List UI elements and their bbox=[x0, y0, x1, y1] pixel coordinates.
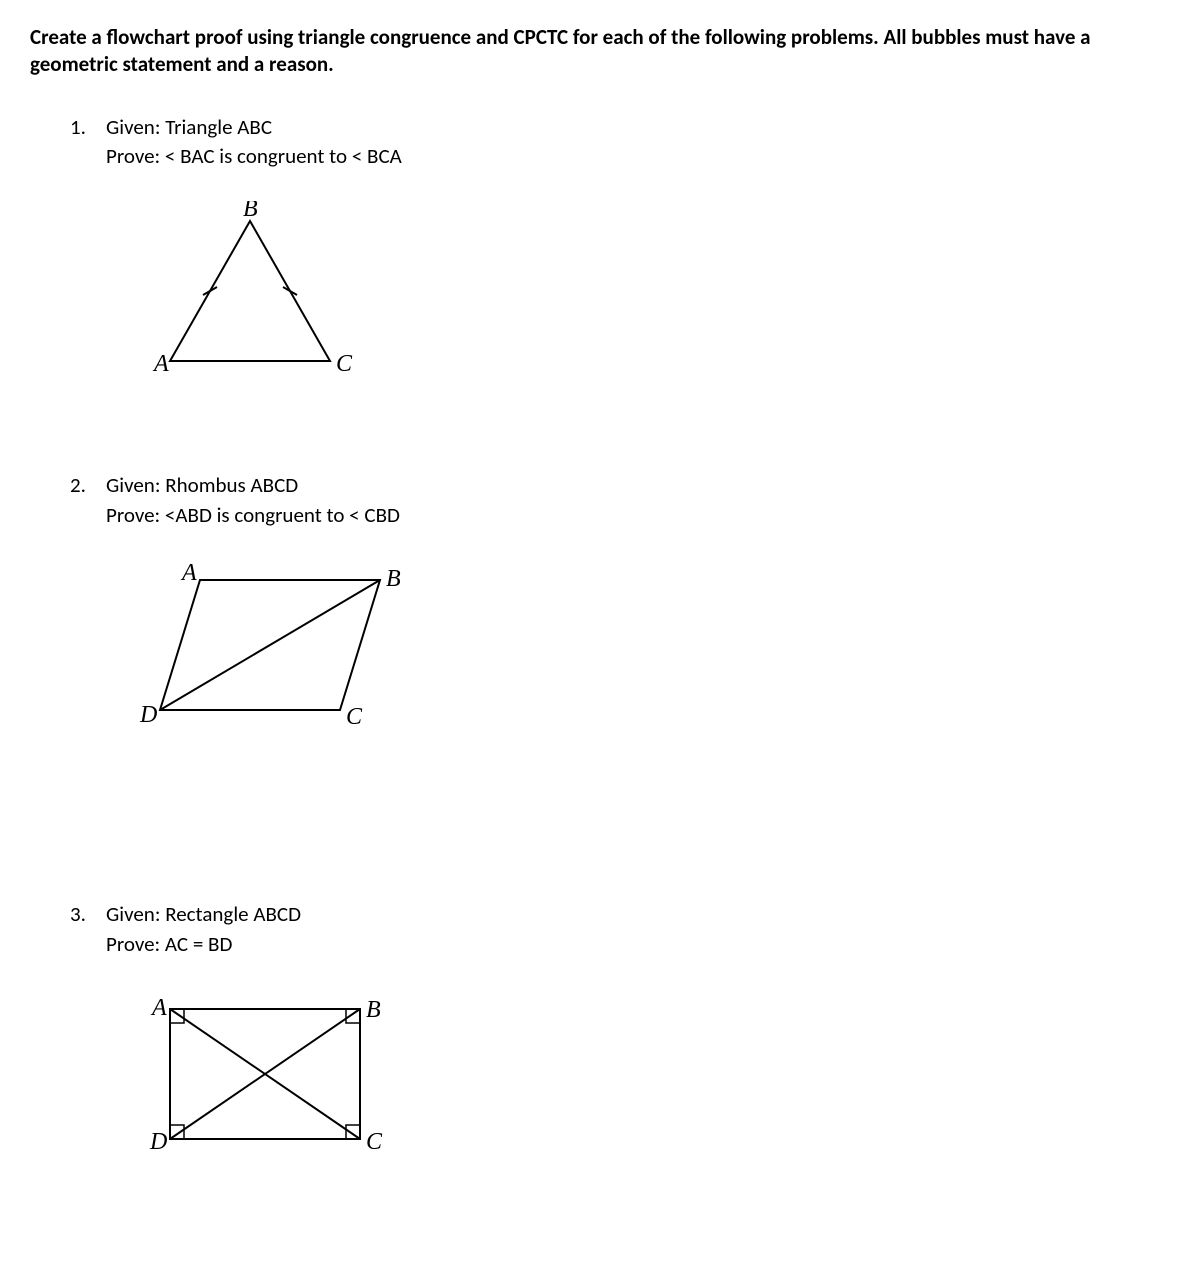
figure-rhombus: A B C D bbox=[130, 560, 1170, 740]
figure-triangle: A B C bbox=[130, 201, 1170, 391]
given-text: Given: Rhombus ABCD bbox=[106, 471, 1170, 500]
problem-number: 2. bbox=[70, 471, 106, 530]
label-D: D bbox=[139, 702, 157, 728]
problem-number: 1. bbox=[70, 113, 106, 172]
problem-2: 2. Given: Rhombus ABCD Prove: <ABD is co… bbox=[70, 471, 1170, 740]
label-B: B bbox=[386, 566, 401, 592]
problem-number: 3. bbox=[70, 900, 106, 959]
label-D: D bbox=[149, 1129, 167, 1155]
label-C: C bbox=[336, 351, 353, 377]
label-B: B bbox=[243, 201, 258, 222]
label-C: C bbox=[346, 704, 363, 730]
label-A: A bbox=[150, 995, 167, 1021]
given-text: Given: Rectangle ABCD bbox=[106, 900, 1170, 929]
prove-text: Prove: AC = BD bbox=[106, 930, 1170, 959]
instructions: Create a flowchart proof using triangle … bbox=[30, 24, 1170, 79]
given-text: Given: Triangle ABC bbox=[106, 113, 1170, 142]
figure-rectangle: A B C D bbox=[130, 989, 1170, 1164]
label-A: A bbox=[152, 351, 169, 377]
problem-3: 3. Given: Rectangle ABCD Prove: AC = BD … bbox=[70, 900, 1170, 1164]
prove-text: Prove: < BAC is congruent to < BCA bbox=[106, 142, 1170, 171]
label-A: A bbox=[180, 560, 197, 586]
problem-1: 1. Given: Triangle ABC Prove: < BAC is c… bbox=[70, 113, 1170, 392]
label-C: C bbox=[366, 1129, 383, 1155]
label-B: B bbox=[366, 997, 381, 1023]
prove-text: Prove: <ABD is congruent to < CBD bbox=[106, 501, 1170, 530]
